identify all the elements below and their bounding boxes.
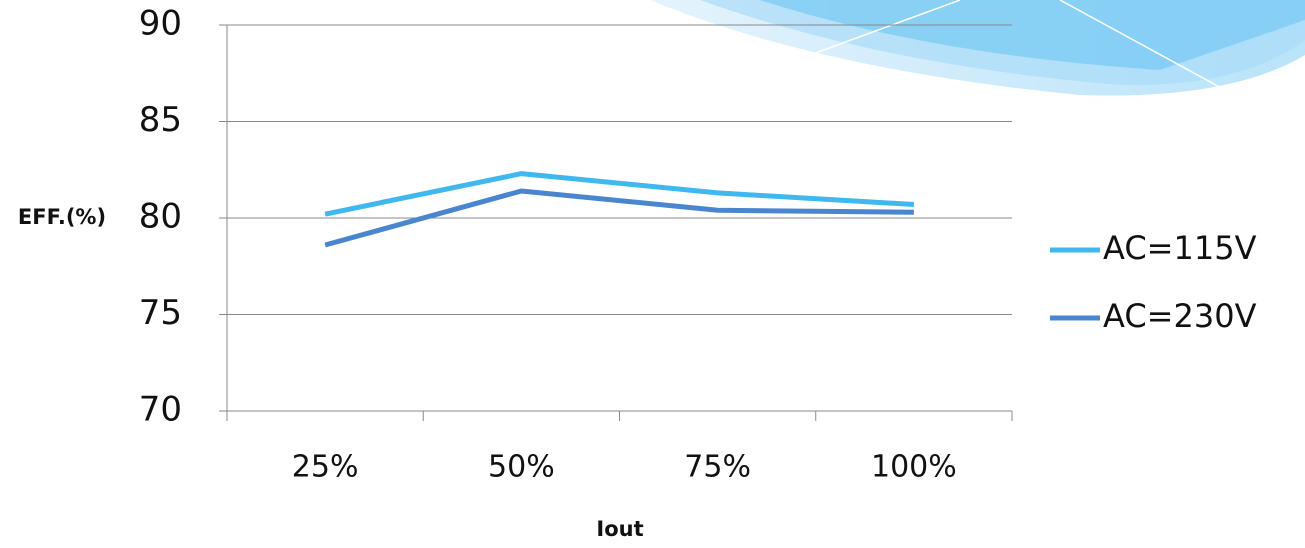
- x-tick-label: 100%: [871, 450, 957, 485]
- y-tick-label: 85: [139, 100, 182, 140]
- decoration: [650, 0, 1305, 96]
- y-tick-label: 75: [139, 293, 182, 333]
- y-tick-label: 80: [139, 197, 182, 237]
- series-line: [324, 188, 914, 248]
- x-tick-label: 50%: [488, 450, 555, 485]
- y-tick-label: 70: [139, 390, 182, 430]
- legend-label: AC=230V: [1103, 297, 1257, 335]
- series-line: [324, 171, 915, 217]
- y-tick-label: 90: [139, 4, 182, 44]
- x-axis-title: Iout: [596, 517, 643, 541]
- x-tick-label: 25%: [292, 450, 359, 485]
- x-tick-label: 75%: [684, 450, 751, 485]
- legend-label: AC=115V: [1103, 229, 1257, 267]
- y-axis-title: EFF.(%): [18, 205, 106, 229]
